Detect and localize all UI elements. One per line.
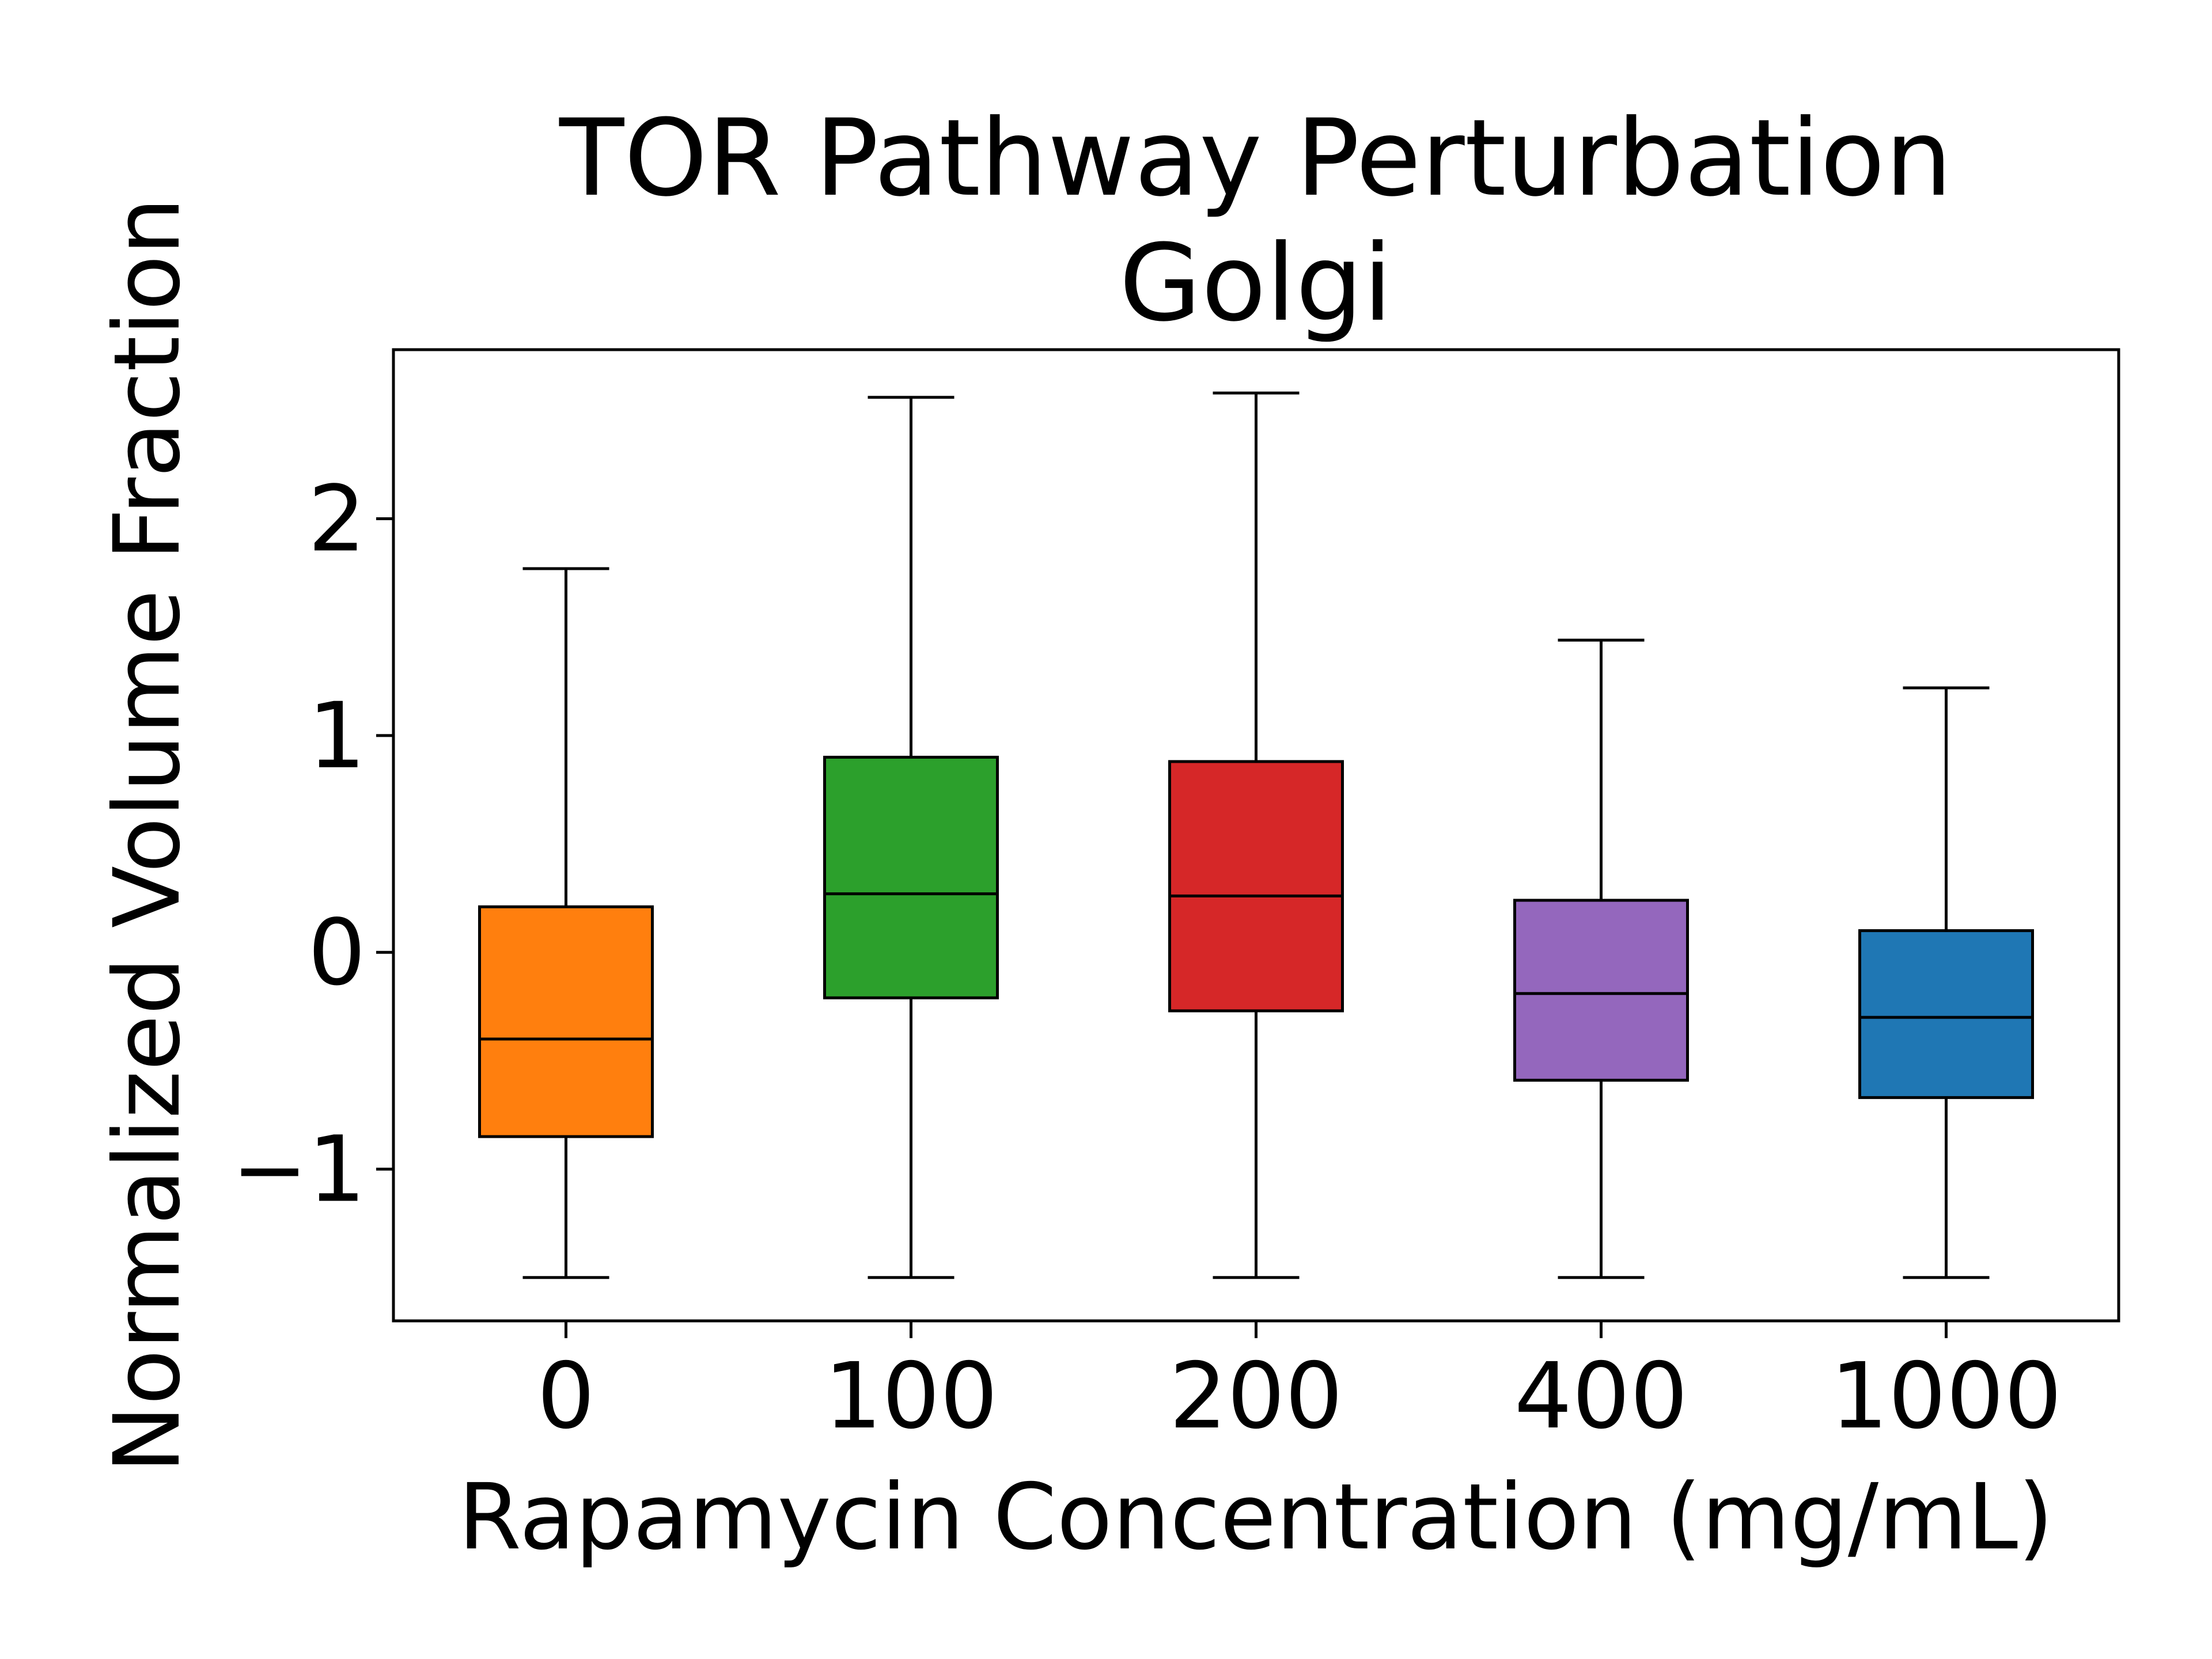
y-tick-label: 2 — [308, 467, 366, 573]
box-400 — [1515, 900, 1688, 1080]
x-tick-label: 100 — [824, 1343, 998, 1449]
y-tick-label: −1 — [232, 1117, 366, 1223]
box-100 — [825, 757, 998, 998]
box-0 — [480, 907, 653, 1137]
plot-area: −1 0 1 2 0 100 200 400 1000 — [232, 393, 2062, 1449]
x-tick-label: 0 — [537, 1343, 595, 1449]
box-1000 — [1860, 931, 2033, 1098]
chart-title: TOR Pathway Perturbation — [559, 97, 1952, 220]
y-tick-label: 0 — [308, 900, 366, 1006]
x-tick-label: 400 — [1514, 1343, 1688, 1449]
y-tick-label: 1 — [308, 683, 366, 789]
box-200 — [1170, 762, 1343, 1011]
chart-subtitle: Golgi — [1119, 222, 1392, 345]
x-tick-label: 1000 — [1830, 1343, 2062, 1449]
x-axis-label: Rapamycin Concentration (mg/mL) — [458, 1464, 2053, 1570]
x-tick-label: 200 — [1169, 1343, 1343, 1449]
y-axis-label: Normalized Volume Fraction — [94, 198, 200, 1474]
